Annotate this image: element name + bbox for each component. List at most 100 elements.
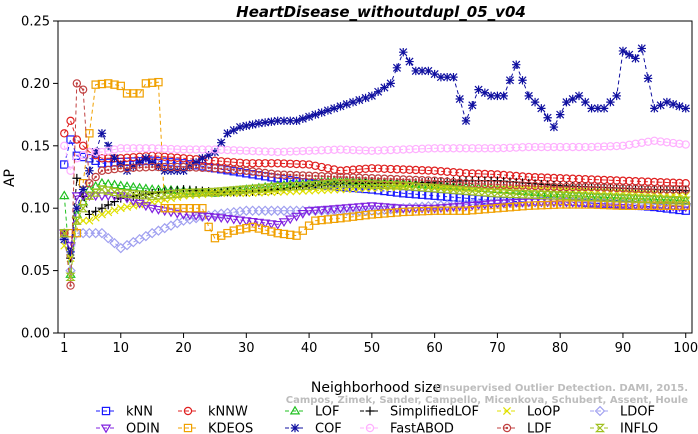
data-point-fastabod: [518, 143, 527, 152]
data-point-kdeos: [662, 201, 672, 210]
data-point-fastabod: [217, 145, 226, 154]
data-point-kdeos: [505, 203, 515, 212]
legend-item-knn: kNN: [96, 405, 153, 420]
data-point-cof: [555, 110, 565, 119]
data-point-ldf: [599, 183, 609, 192]
data-point-kdeos: [254, 224, 264, 233]
data-point-kdeos: [204, 222, 213, 232]
data-point-knnw: [336, 166, 345, 175]
series-inflo: [59, 179, 691, 282]
data-point-ldf: [260, 168, 270, 178]
data-point-ldf: [581, 182, 590, 192]
data-point-knnw: [129, 153, 138, 162]
data-point-odin: [272, 220, 283, 230]
data-point-ldf: [512, 181, 521, 190]
data-point-ldof: [140, 230, 152, 242]
data-point-kdeos: [66, 228, 75, 238]
data-point-kdeos: [129, 89, 138, 98]
data-point-ldf: [78, 85, 88, 94]
data-point-cof: [104, 141, 113, 150]
data-point-inflo: [103, 186, 114, 195]
data-point-ldf: [160, 162, 169, 172]
data-point-kdeos: [279, 229, 289, 239]
data-point-kdeos: [455, 206, 464, 215]
data-point-cof: [424, 66, 433, 76]
data-point-fastabod: [267, 147, 276, 156]
data-point-inflo: [511, 189, 522, 199]
data-point-ldf: [336, 172, 345, 182]
data-point-fastabod: [104, 146, 113, 155]
data-point-fastabod: [191, 145, 201, 154]
data-point-cof: [411, 66, 421, 76]
data-point-inflo: [611, 193, 622, 203]
data-point-odin: [328, 205, 340, 215]
data-point-ldf: [85, 179, 94, 188]
data-point-odin: [172, 209, 183, 219]
data-point-ldf: [480, 179, 490, 189]
data-point-inflo: [674, 196, 685, 205]
data-point-ldf: [254, 168, 264, 177]
data-point-fastabod: [555, 142, 565, 152]
data-point-ldf: [198, 163, 207, 172]
data-point-ldf: [505, 180, 515, 190]
data-point-ldf: [147, 162, 157, 172]
data-point-inflo: [460, 186, 472, 195]
data-point-loop: [110, 206, 119, 215]
data-point-knnw: [455, 168, 464, 177]
data-point-inflo: [404, 182, 415, 191]
data-point-cof: [273, 116, 282, 126]
data-point-ldf: [675, 185, 684, 194]
data-point-fastabod: [141, 144, 151, 153]
legend-item-inflo: INFLO: [590, 422, 658, 434]
x-tick-label: 10: [112, 341, 129, 356]
data-point-kdeos: [562, 200, 571, 209]
data-point-kdeos: [173, 204, 182, 213]
data-point-ldof: [134, 233, 145, 245]
data-point-cof: [298, 114, 308, 123]
data-point-odin: [209, 213, 221, 223]
data-point-cof: [91, 147, 100, 157]
data-point-fastabod: [405, 145, 414, 154]
data-point-ldf: [242, 166, 251, 175]
data-point-kdeos: [493, 204, 502, 213]
data-point-fastabod: [474, 144, 483, 153]
data-point-knnw: [449, 168, 458, 177]
data-point-loop: [104, 208, 113, 217]
data-point-inflo: [655, 195, 666, 204]
data-point-lof: [121, 181, 133, 190]
data-point-odin: [379, 203, 390, 213]
data-point-inflo: [335, 179, 346, 188]
data-point-fastabod: [411, 144, 421, 154]
data-point-inflo: [504, 189, 516, 198]
data-point-cof: [405, 57, 414, 66]
data-point-fastabod: [430, 144, 439, 153]
data-point-lof: [115, 180, 127, 190]
data-point-fastabod: [524, 142, 533, 152]
data-point-knnw: [417, 166, 427, 175]
data-point-cof: [631, 54, 640, 63]
data-point-inflo: [222, 186, 233, 196]
data-point-odin: [354, 203, 365, 213]
data-point-fastabod: [292, 147, 301, 156]
data-point-kdeos: [355, 211, 364, 221]
data-point-odin: [65, 242, 76, 252]
data-point-inflo: [567, 192, 578, 201]
data-point-kdeos: [543, 200, 552, 210]
data-point-odin: [102, 192, 114, 202]
data-point-inflo: [84, 191, 95, 200]
data-point-kdeos: [147, 78, 157, 87]
data-point-knnw: [298, 160, 308, 169]
data-point-kdeos: [430, 206, 439, 215]
data-point-knn: [681, 206, 690, 215]
data-point-fastabod: [110, 145, 119, 154]
data-point-kdeos: [72, 228, 82, 238]
data-point-kdeos: [361, 210, 370, 220]
data-point-cof: [474, 85, 483, 94]
data-point-cof: [373, 87, 383, 96]
data-point-ldf: [493, 180, 502, 189]
data-point-odin: [316, 206, 327, 216]
legend-item-loop: LoOP: [497, 405, 560, 420]
data-point-fastabod: [273, 147, 282, 157]
data-point-odin: [341, 204, 353, 214]
data-point-cof: [568, 94, 577, 104]
